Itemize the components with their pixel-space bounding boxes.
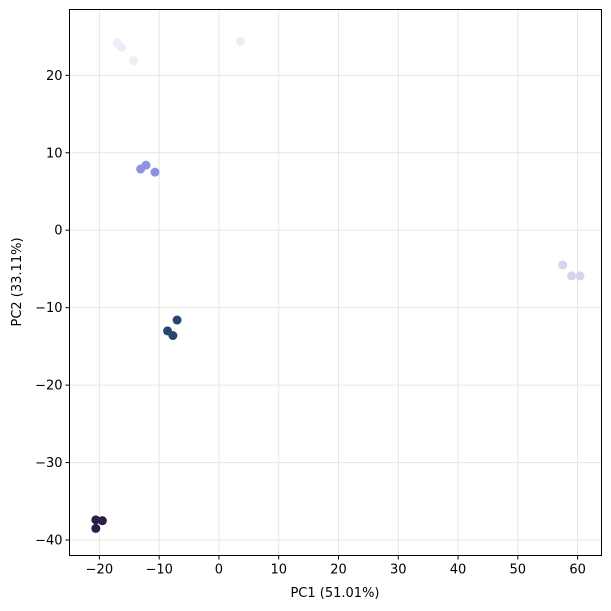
- x-tick-label: −10: [145, 563, 172, 578]
- data-points: [91, 36, 585, 533]
- scatter-point: [117, 42, 127, 52]
- y-tick-label: −10: [35, 301, 62, 316]
- scatter-point: [235, 36, 245, 46]
- x-tick-label: 20: [330, 563, 347, 578]
- y-tick-label: 0: [54, 224, 62, 239]
- x-tick-label: 0: [215, 563, 223, 578]
- scatter-point: [97, 516, 107, 526]
- scatter-point: [172, 315, 182, 325]
- x-tick-label: 60: [569, 563, 586, 578]
- y-tick-label: −30: [35, 456, 62, 471]
- y-tick-label: −20: [35, 379, 62, 394]
- scatter-point: [91, 515, 101, 525]
- x-tick-label: 40: [450, 563, 467, 578]
- y-axis-label: PC2 (33.11%): [10, 237, 25, 326]
- scatter-point: [567, 271, 577, 281]
- scatter-point: [128, 56, 138, 66]
- scatter-point: [558, 260, 568, 270]
- scatter-point: [150, 167, 160, 177]
- scatter-point: [141, 160, 151, 170]
- x-axis-label: PC1 (51.01%): [290, 586, 379, 601]
- y-tick-label: −40: [35, 534, 62, 549]
- scatter-point: [168, 331, 178, 341]
- scatter-point: [575, 271, 585, 281]
- x-tick-label: 30: [390, 563, 407, 578]
- grid-lines: [69, 9, 602, 556]
- plot-area-frame: [69, 9, 602, 556]
- x-tick-label: 10: [270, 563, 287, 578]
- y-tick-label: 10: [46, 146, 63, 161]
- axis-ticks: −20 −10 0 10 20 30 40 50 60 −40 −30 −20 −10 0 10 20: [35, 69, 586, 578]
- x-tick-label: 50: [510, 563, 527, 578]
- y-tick-label: 20: [46, 69, 63, 84]
- x-tick-label: −20: [86, 563, 113, 578]
- scatter-point: [91, 523, 101, 533]
